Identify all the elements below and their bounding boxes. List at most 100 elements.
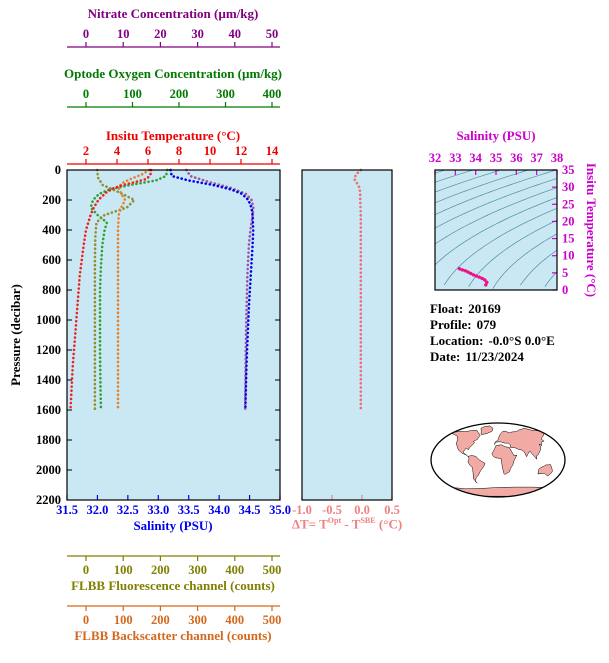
fluorescence-tick-label: 400: [225, 563, 244, 577]
fluorescence-profile-curve: [93, 168, 137, 412]
world-map-land: [449, 430, 481, 457]
temperature-axis-title: Insitu Temperature (°C): [105, 128, 241, 143]
nitrate-tick-label: 30: [191, 27, 204, 41]
backscatter-tick-label: 100: [114, 613, 133, 627]
pressure-tick-label: 1600: [36, 403, 61, 417]
info-profile-value: 079: [476, 317, 497, 332]
info-date-label: Date:: [430, 349, 461, 364]
delta-t-title-prefix: ΔT= T: [291, 516, 328, 532]
info-profile-row: Profile: 079: [430, 317, 555, 333]
ts-frame: [434, 169, 558, 291]
nitrate-axis-title: Nitrate Concentration (µm/kg): [87, 6, 259, 21]
isopycnal-contour: [435, 170, 557, 216]
pressure-tick-label: 1400: [36, 373, 61, 387]
pressure-tick-label: 1000: [36, 313, 61, 327]
delta-t-tick-label: -1.0: [292, 503, 312, 517]
pressure-tick-label: 2000: [36, 463, 61, 477]
profiles-frame: [66, 169, 281, 501]
isopycnal-contour: [443, 207, 557, 286]
float-info-block: Float: 20169 Profile: 079 Location: -0.0°S …: [430, 301, 555, 365]
nitrate-tick-label: 40: [229, 27, 242, 41]
pressure-tick-label: 0: [55, 163, 61, 177]
temperature-tick-label: 2: [83, 144, 89, 158]
ts-salinity-tick-label: 32: [429, 151, 442, 165]
isopycnal-contour: [435, 178, 557, 229]
ts-salinity-tick-label: 35: [490, 151, 503, 165]
nitrate-tick-label: 10: [117, 27, 130, 41]
temperature-tick-label: 4: [114, 144, 121, 158]
temperature-tick-label: 14: [266, 144, 279, 158]
oxygen-tick-label: 100: [123, 87, 142, 101]
info-profile-label: Profile:: [430, 317, 472, 332]
fluorescence-tick-label: 0: [83, 563, 89, 577]
fluorescence-tick-label: 100: [114, 563, 133, 577]
oxygen-axis-title: Optode Oxygen Concentration (µm/kg): [63, 66, 283, 81]
salinity-tick-label: 31.5: [56, 503, 78, 517]
isopycnal-contour: [435, 170, 502, 193]
info-location-row: Location: -0.0°S 0.0°E: [430, 333, 555, 349]
fluorescence-tick-label: 300: [188, 563, 207, 577]
ts-temperature-tick-label: 15: [562, 232, 575, 246]
nitrate-tick-label: 0: [83, 27, 89, 41]
info-location-label: Location:: [430, 333, 484, 348]
isopycnal-contour: [544, 271, 557, 287]
oxygen-tick-label: 300: [216, 87, 235, 101]
isopycnal-contour: [435, 170, 447, 174]
ts-salinity-tick-label: 33: [449, 151, 462, 165]
ts-temperature-tick-label: 30: [562, 180, 575, 194]
delta-t-axis-title: ΔT= TOpt - TSBE (°C): [292, 516, 402, 532]
ts-temperature-axis-title: Insitu Temperature (°C): [584, 162, 599, 298]
temperature-tick-label: 12: [235, 144, 248, 158]
ts-temperature-tick-label: 25: [562, 197, 575, 211]
delta-t-title-suffix: (°C): [375, 516, 403, 532]
oxygen-tick-label: 400: [263, 87, 282, 101]
delta-t-plot-area: [302, 170, 392, 500]
ts-temperature-tick-label: 0: [562, 283, 568, 297]
ts-salinity-tick-label: 37: [530, 151, 543, 165]
ts-temperature-tick-label: 5: [562, 266, 568, 280]
world-map-outline: [430, 422, 566, 498]
backscatter-tick-label: 0: [83, 613, 89, 627]
delta-t-title-sup-sbe: SBE: [360, 516, 376, 525]
delta-t-profile-curve: [352, 168, 363, 412]
backscatter-tick-label: 500: [263, 613, 282, 627]
ts-salinity-tick-label: 38: [551, 151, 564, 165]
backscatter-tick-label: 200: [151, 613, 170, 627]
salinity-tick-label: 33.0: [147, 503, 169, 517]
temperature-tick-label: 8: [176, 144, 182, 158]
salinity-profile-curve: [169, 168, 255, 412]
salinity-axis-title: Salinity (PSU): [133, 518, 213, 533]
pressure-tick-label: 2200: [36, 493, 61, 507]
salinity-tick-label: 34.5: [239, 503, 261, 517]
temperature-profile-curve: [69, 168, 153, 412]
info-float-row: Float: 20169: [430, 301, 555, 317]
ts-curve: [457, 267, 489, 289]
backscatter-profile-curve: [116, 168, 151, 412]
temperature-tick-label: 10: [204, 144, 217, 158]
world-map-land: [467, 455, 486, 484]
ts-temperature-tick-label: 10: [562, 249, 575, 263]
backscatter-axis-title: FLBB Backscatter channel (counts): [74, 628, 272, 643]
world-map-land: [480, 425, 494, 435]
salinity-tick-label: 34.0: [208, 503, 230, 517]
ts-temperature-tick-label: 35: [562, 163, 575, 177]
nitrate-tick-label: 50: [266, 27, 279, 41]
world-map-land: [491, 444, 518, 475]
backscatter-tick-label: 300: [188, 613, 207, 627]
ts-salinity-tick-label: 36: [510, 151, 523, 165]
delta-t-title-mid: - T: [341, 516, 361, 532]
info-float-value: 20169: [468, 301, 501, 316]
pressure-tick-label: 1200: [36, 343, 61, 357]
oxygen-tick-label: 0: [83, 87, 89, 101]
delta-t-tick-label: -0.5: [322, 503, 342, 517]
temperature-tick-label: 6: [145, 144, 151, 158]
ts-salinity-axis-title: Salinity (PSU): [456, 128, 536, 143]
isopycnal-contour: [435, 187, 557, 245]
world-map-land: [537, 464, 553, 477]
fluorescence-tick-label: 500: [263, 563, 282, 577]
delta-t-tick-label: 0.5: [384, 503, 400, 517]
delta-t-tick-label: 0.0: [354, 503, 370, 517]
info-float-label: Float:: [430, 301, 464, 316]
oxygen-profile-curve: [89, 168, 169, 412]
